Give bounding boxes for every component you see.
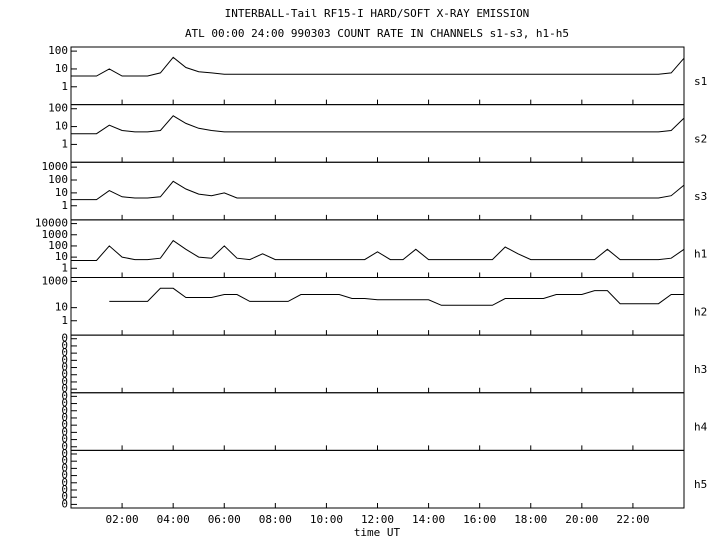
y-tick-label: 0: [61, 490, 68, 503]
series-line: [71, 239, 685, 261]
y-tick-label: 1: [61, 314, 68, 327]
y-tick-label: 1: [61, 80, 68, 93]
y-tick-label: 100: [48, 173, 68, 186]
panel-label: h1: [694, 248, 707, 261]
y-tick-label: 0: [61, 497, 68, 510]
y-tick-label: 0: [61, 461, 68, 474]
y-tick-label: 1000: [42, 228, 69, 241]
x-tick-label: 18:00: [514, 513, 547, 526]
y-tick-label: 0: [61, 361, 68, 374]
y-tick-label: 1: [61, 199, 68, 212]
panel-label: h2: [694, 305, 707, 318]
y-tick-label: 0: [61, 353, 68, 366]
y-tick-label: 10: [55, 186, 68, 199]
y-tick-label: 10: [55, 62, 68, 75]
y-tick-label: 0: [61, 368, 68, 381]
x-tick-label: 20:00: [565, 513, 598, 526]
y-tick-label: 0: [61, 339, 68, 352]
panel-label: h4: [694, 421, 708, 434]
x-tick-label: 06:00: [208, 513, 241, 526]
x-axis-label: time UT: [354, 526, 401, 539]
y-tick-label: 10: [55, 250, 68, 263]
y-tick-label: 0: [61, 397, 68, 410]
y-tick-label: 0: [61, 332, 68, 345]
y-tick-label: 0: [61, 346, 68, 359]
x-tick-label: 22:00: [616, 513, 649, 526]
y-tick-label: 100: [48, 102, 68, 115]
panel-label: s2: [694, 132, 707, 145]
y-tick-label: 0: [61, 411, 68, 424]
y-tick-label: 100: [48, 44, 68, 57]
series-line: [71, 180, 685, 201]
y-tick-label: 0: [61, 425, 68, 438]
y-tick-label: 10000: [35, 217, 68, 230]
x-tick-label: 10:00: [310, 513, 343, 526]
y-tick-label: 0: [61, 454, 68, 467]
y-tick-label: 100: [48, 239, 68, 252]
y-tick-label: 1: [61, 137, 68, 150]
y-tick-label: 0: [61, 433, 68, 446]
series-line: [109, 287, 684, 306]
panel-label: h5: [694, 478, 707, 491]
y-tick-label: 0: [61, 418, 68, 431]
chart-title: INTERBALL-Tail RF15-I HARD/SOFT X-RAY EM…: [225, 7, 530, 20]
chart-subtitle: ATL 00:00 24:00 990303 COUNT RATE IN CHA…: [185, 27, 569, 40]
y-tick-label: 0: [61, 440, 68, 453]
y-tick-label: 1000: [42, 274, 69, 287]
y-tick-label: 10: [55, 120, 68, 133]
y-tick-label: 0: [61, 375, 68, 388]
series-line: [71, 56, 685, 77]
y-tick-label: 0: [61, 404, 68, 417]
y-tick-label: 1000: [42, 160, 69, 173]
panel-label: h3: [694, 363, 707, 376]
x-tick-label: 14:00: [412, 513, 445, 526]
y-tick-label: 0: [61, 447, 68, 460]
y-tick-label: 0: [61, 382, 68, 395]
y-tick-label: 0: [61, 469, 68, 482]
x-tick-label: 02:00: [106, 513, 139, 526]
panel-label: s1: [694, 75, 707, 88]
x-tick-label: 16:00: [463, 513, 496, 526]
x-tick-label: 08:00: [259, 513, 292, 526]
series-line: [71, 115, 685, 135]
y-tick-label: 1: [61, 261, 68, 274]
y-tick-label: 0: [61, 389, 68, 402]
x-tick-label: 12:00: [361, 513, 394, 526]
x-tick-label: 04:00: [157, 513, 190, 526]
y-tick-label: 0: [61, 483, 68, 496]
y-tick-label: 10: [55, 301, 68, 314]
panel-label: s3: [694, 190, 707, 203]
y-tick-label: 0: [61, 476, 68, 489]
